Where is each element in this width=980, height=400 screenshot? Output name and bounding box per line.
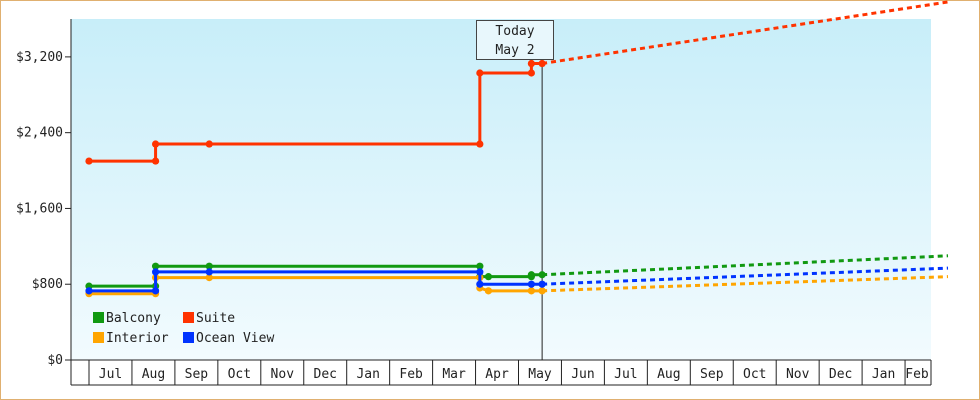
data-point — [205, 268, 213, 276]
data-point — [527, 280, 535, 288]
plot-area — [71, 19, 931, 360]
x-tick-label: Nov — [786, 367, 810, 382]
x-tick-label: Feb — [399, 367, 423, 382]
data-point — [476, 268, 484, 276]
y-tick-label: $0 — [47, 353, 63, 368]
data-point — [85, 157, 93, 165]
x-tick-label: Jan — [356, 367, 379, 382]
axes: $0 $800 $1,600 $2,400 $3,200 Jul Aug Sep Oct Nov D… — [16, 19, 932, 386]
legend-label: Suite — [196, 311, 235, 326]
data-point — [205, 273, 213, 282]
x-tick-label: Aug — [657, 367, 680, 382]
legend-label: Ocean View — [196, 331, 274, 346]
x-tick-label: May — [528, 367, 552, 382]
legend-swatch — [93, 332, 104, 343]
today-callout: Today May 2 — [476, 20, 554, 60]
y-tick-label: $2,400 — [16, 126, 63, 141]
x-tick-label: Mar — [442, 367, 466, 382]
y-tick-label: $3,200 — [16, 50, 63, 65]
series-forecast-line — [542, 266, 949, 286]
y-tick-label: $1,600 — [16, 201, 63, 216]
x-tick-label: Jul — [614, 367, 637, 382]
x-tick-label: Dec — [829, 367, 852, 382]
data-point — [484, 273, 493, 281]
data-point — [151, 287, 160, 295]
data-point — [527, 69, 535, 77]
data-point — [151, 157, 160, 165]
x-tick-label: Jan — [872, 367, 895, 382]
data-point — [205, 140, 213, 148]
data-point — [527, 287, 535, 295]
x-tick-label: Nov — [271, 367, 295, 382]
legend-swatch — [93, 312, 104, 323]
data-point — [476, 69, 484, 77]
x-tick-label: Feb — [905, 367, 929, 382]
data-point — [205, 262, 213, 270]
data-point — [538, 59, 546, 68]
x-tick-label: Dec — [314, 367, 337, 382]
x-tick-label: Jun — [571, 367, 594, 382]
data-point — [527, 59, 535, 68]
data-point — [151, 268, 160, 276]
y-tick-label: $800 — [32, 277, 63, 292]
data-point — [476, 280, 484, 288]
data-point — [538, 271, 546, 279]
legend: Balcony Suite Interior Ocean View — [93, 311, 274, 346]
legend-swatch — [183, 332, 194, 343]
data-point — [538, 287, 546, 295]
x-tick-label: Oct — [228, 367, 251, 382]
x-tick-label: Sep — [700, 367, 724, 382]
x-tick-label: Sep — [185, 367, 209, 382]
data-point — [527, 271, 535, 279]
x-tick-label: Oct — [743, 367, 766, 382]
data-point — [476, 140, 484, 148]
data-point — [151, 262, 160, 270]
series-lines — [85, 0, 949, 298]
series-forecast-line — [542, 275, 949, 293]
series-forecast-line — [542, 254, 949, 277]
x-tick-label: Apr — [485, 367, 509, 382]
today-date: May 2 — [495, 43, 535, 58]
legend-swatch — [183, 312, 194, 323]
today-label: Today — [495, 24, 535, 39]
data-point — [476, 262, 484, 270]
data-point — [484, 287, 493, 295]
legend-label: Balcony — [106, 311, 161, 326]
series-forecast-line — [541, 0, 949, 66]
data-point — [538, 280, 546, 288]
x-tick-label: Jul — [99, 367, 122, 382]
data-point — [85, 287, 93, 295]
data-point — [151, 140, 160, 148]
x-tick-label: Aug — [142, 367, 165, 382]
legend-label: Interior — [106, 331, 169, 346]
